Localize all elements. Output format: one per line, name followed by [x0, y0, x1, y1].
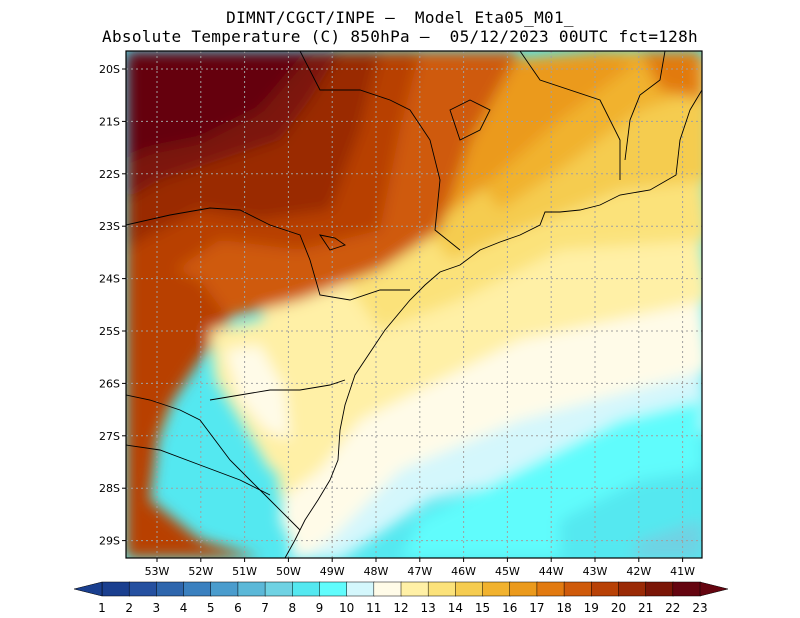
longitude-label: 50W [276, 565, 301, 578]
colorbar-label: 18 [556, 601, 571, 615]
colorbar-label: 20 [611, 601, 626, 615]
colorbar-label: 19 [584, 601, 599, 615]
grid-lines [126, 51, 702, 558]
latitude-label: 26S [99, 377, 120, 390]
colorbar-label: 14 [448, 601, 463, 615]
latitude-label: 20S [99, 63, 120, 76]
colorbar-label: 2 [125, 601, 133, 615]
longitude-label: 45W [495, 565, 520, 578]
latitude-label: 23S [99, 220, 120, 233]
map-frame [125, 50, 703, 559]
longitude-label: 49W [320, 565, 345, 578]
temperature-field [126, 51, 702, 558]
latitude-labels: 20S 21S 22S 23S 24S 25S 26S 27S 28S 29S [99, 63, 126, 548]
colorbar-swatch [156, 581, 185, 597]
colorbar-label: 8 [288, 601, 296, 615]
colorbar-label: 16 [502, 601, 517, 615]
colorbar-label: 12 [393, 601, 408, 615]
colorbar-swatch [591, 581, 620, 597]
colorbar-swatch [264, 581, 294, 597]
longitude-label: 46W [451, 565, 476, 578]
longitude-label: 53W [145, 565, 170, 578]
colorbar-swatch [482, 581, 511, 597]
colorbar-labels: 1 2 3 4 5 6 7 8 9 10 11 12 13 14 15 16 17 18 19 20 21 22 23 [98, 601, 707, 615]
colorbar-swatch [319, 581, 348, 597]
longitude-label: 51W [232, 565, 257, 578]
colorbar-swatch [101, 581, 130, 597]
map-title-line-1: DIMNT/CGCT/INPE – Model Eta05_M01_ [226, 8, 574, 27]
colorbar-label: 10 [339, 601, 354, 615]
latitude-label: 22S [99, 168, 120, 181]
latitude-label: 29S [99, 535, 120, 548]
longitude-label: 48W [364, 565, 389, 578]
colorbar-swatch [237, 581, 266, 597]
colorbar-low-arrow [73, 581, 103, 597]
colorbar-swatch [618, 581, 647, 597]
colorbar-swatch [455, 581, 484, 597]
colorbar-swatch [672, 581, 701, 597]
colorbar-label: 1 [98, 601, 106, 615]
colorbar-swatch [346, 581, 375, 597]
colorbar-swatch [427, 581, 457, 597]
colorbar [73, 581, 729, 597]
coastline-and-borders [126, 51, 702, 558]
longitude-label: 47W [407, 565, 432, 578]
colorbar-swatch [128, 581, 158, 597]
colorbar-label: 4 [180, 601, 188, 615]
colorbar-label: 13 [421, 601, 436, 615]
colorbar-label: 11 [366, 601, 381, 615]
colorbar-label: 6 [234, 601, 242, 615]
colorbar-swatch [509, 581, 538, 597]
longitude-label: 42W [626, 565, 651, 578]
longitude-label: 43W [583, 565, 608, 578]
longitude-labels: 53W 52W 51W 50W 49W 48W 47W 46W 45W 44W 43W 42W 41W [145, 558, 695, 578]
latitude-label: 24S [99, 273, 120, 286]
colorbar-swatch [400, 581, 429, 597]
colorbar-label: 9 [316, 601, 324, 615]
colorbar-swatch [563, 581, 593, 597]
colorbar-label: 17 [529, 601, 544, 615]
colorbar-label: 22 [665, 601, 680, 615]
colorbar-label: 3 [153, 601, 161, 615]
colorbar-label: 5 [207, 601, 215, 615]
colorbar-label: 23 [692, 601, 707, 615]
colorbar-swatch [292, 581, 321, 597]
latitude-label: 27S [99, 430, 120, 443]
colorbar-swatch [183, 581, 212, 597]
colorbar-label: 7 [261, 601, 269, 615]
colorbar-label: 21 [638, 601, 653, 615]
latitude-label: 21S [99, 115, 120, 128]
colorbar-swatch [210, 581, 239, 597]
colorbar-swatch [536, 581, 565, 597]
latitude-label: 25S [99, 325, 120, 338]
colorbar-swatch [645, 581, 674, 597]
colorbar-swatch [373, 581, 402, 597]
longitude-label: 41W [670, 565, 695, 578]
map-title-line-2: Absolute Temperature (C) 850hPa – 05/12/… [102, 27, 698, 46]
colorbar-label: 15 [475, 601, 490, 615]
latitude-label: 28S [99, 482, 120, 495]
longitude-label: 44W [539, 565, 564, 578]
longitude-label: 52W [188, 565, 213, 578]
colorbar-high-arrow [699, 581, 729, 597]
